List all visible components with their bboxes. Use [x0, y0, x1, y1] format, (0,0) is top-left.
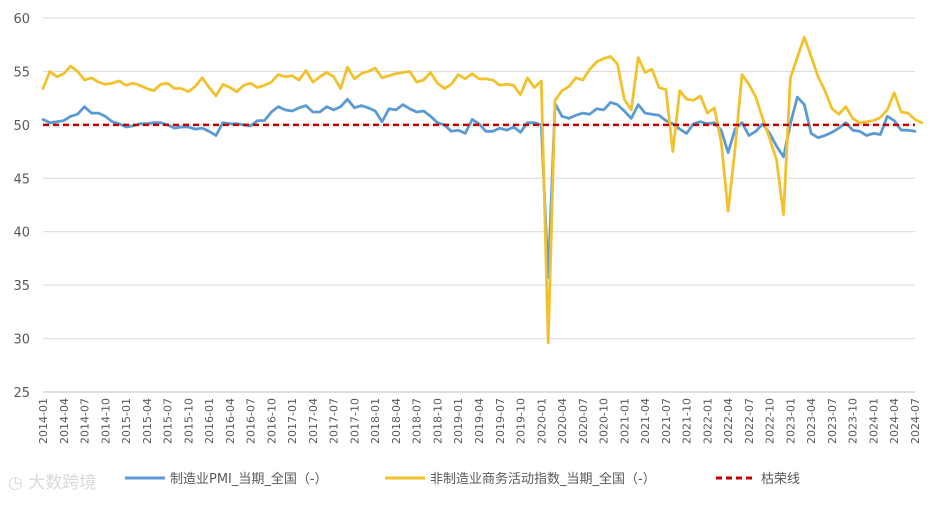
x-tick-label: 2016-01: [203, 398, 216, 444]
x-tick-label: 2021-04: [639, 398, 652, 444]
legend-label: 制造业PMI_当期_全国（-）: [170, 471, 328, 487]
y-tick-label: 45: [13, 172, 30, 187]
x-tick-label: 2022-01: [701, 398, 714, 444]
x-tick-label: 2021-01: [618, 398, 631, 444]
x-tick-label: 2014-10: [99, 398, 112, 444]
x-tick-label: 2016-07: [245, 398, 258, 444]
x-tick-label: 2024-07: [909, 398, 922, 444]
y-tick-label: 30: [13, 333, 30, 348]
x-tick-label: 2017-04: [307, 398, 320, 444]
x-tick-label: 2017-07: [328, 398, 341, 444]
x-tick-label: 2017-01: [286, 398, 299, 444]
x-tick-label: 2022-04: [722, 398, 735, 444]
x-tick-label: 2019-10: [515, 398, 528, 444]
y-axis: 25 30 35 40 45 50 55 60: [13, 12, 30, 401]
x-tick-label: 2022-07: [743, 398, 756, 444]
x-tick-label: 2015-07: [162, 398, 175, 444]
x-tick-label: 2023-04: [805, 398, 818, 444]
x-tick-label: 2022-10: [764, 398, 777, 444]
y-tick-label: 25: [13, 386, 30, 401]
x-tick-label: 2018-10: [431, 398, 444, 444]
x-tick-label: 2019-01: [452, 398, 465, 444]
x-tick-label: 2024-04: [888, 398, 901, 444]
x-tick-label: 2024-01: [867, 398, 880, 444]
x-tick-label: 2018-01: [369, 398, 382, 444]
x-tick-label: 2023-10: [847, 398, 860, 444]
y-tick-label: 55: [13, 65, 30, 80]
x-tick-label: 2014-07: [79, 398, 92, 444]
y-tick-label: 50: [13, 119, 30, 134]
watermark-logo: ◷ 大数跨境: [8, 473, 97, 493]
series-layer: [41, 35, 924, 345]
x-tick-label: 2019-07: [494, 398, 507, 444]
x-tick-label: 2020-10: [598, 398, 611, 444]
y-tick-label: 35: [13, 279, 30, 294]
series-line-manufacturing-pmi: [41, 95, 917, 280]
x-tick-label: 2015-01: [120, 398, 133, 444]
legend-label: 非制造业商务活动指数_当期_全国（-）: [430, 471, 656, 487]
legend-label: 枯荣线: [761, 472, 800, 487]
x-tick-label: 2023-01: [784, 398, 797, 444]
legend: 制造业PMI_当期_全国（-） 非制造业商务活动指数_当期_全国（-） 枯荣线: [125, 471, 800, 487]
x-tick-label: 2023-07: [826, 398, 839, 444]
x-tick-label: 2015-04: [141, 398, 154, 444]
x-tick-label: 2016-10: [265, 398, 278, 444]
series-line-nonmanufacturing-index: [41, 35, 924, 345]
x-tick-label: 2018-07: [411, 398, 424, 444]
x-tick-label: 2021-07: [660, 398, 673, 444]
y-tick-label: 40: [13, 226, 30, 241]
x-tick-label: 2020-07: [577, 398, 590, 444]
y-tick-label: 60: [13, 12, 30, 27]
x-axis: 2014-01 2014-04 2014-07 2014-10 2015-01 2015-…: [37, 391, 922, 444]
x-tick-label: 2021-10: [681, 398, 694, 444]
x-tick-label: 2015-10: [182, 398, 195, 444]
x-tick-label: 2019-04: [473, 398, 486, 444]
x-tick-label: 2020-01: [535, 398, 548, 444]
x-tick-label: 2014-01: [37, 398, 50, 444]
x-tick-label: 2016-04: [224, 398, 237, 444]
x-tick-label: 2018-04: [390, 398, 403, 444]
x-tick-label: 2014-04: [58, 398, 71, 444]
x-tick-label: 2017-10: [348, 398, 361, 444]
x-tick-label: 2020-04: [556, 398, 569, 444]
